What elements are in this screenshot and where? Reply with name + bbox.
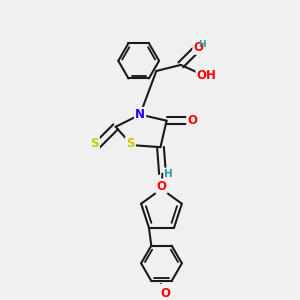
Text: O: O (160, 287, 170, 300)
Text: O: O (194, 41, 203, 54)
Text: S: S (126, 137, 135, 150)
Text: O: O (188, 114, 197, 127)
Text: H: H (164, 169, 173, 179)
Text: N: N (135, 108, 145, 121)
Text: OH: OH (196, 69, 217, 82)
Text: O: O (157, 180, 166, 193)
Text: H: H (199, 40, 206, 49)
Text: S: S (90, 137, 99, 150)
